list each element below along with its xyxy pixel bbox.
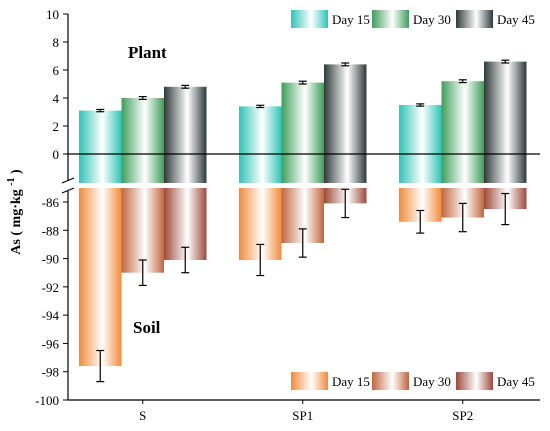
legend-soil-item: Day 30 xyxy=(372,372,451,390)
y-axis-unit: mg·kg xyxy=(9,189,24,227)
legend-plant-label: Day 30 xyxy=(413,12,451,27)
plant-bar xyxy=(79,110,122,183)
y-tick-label: 4 xyxy=(53,91,60,106)
legend-soil-item: Day 45 xyxy=(456,372,535,390)
y-tick-label: 10 xyxy=(46,7,59,22)
legends-group: Day 15 Day 30 Day 45 Day 15 Day 30 Day 45 xyxy=(291,10,535,390)
x-tick-label: S xyxy=(139,408,146,423)
y-tick-label: 6 xyxy=(53,63,60,78)
legend-plant-item: Day 45 xyxy=(456,10,535,28)
y-tick-label: -86 xyxy=(42,195,60,210)
legend-plant-swatch xyxy=(291,10,328,28)
y-tick-label: -92 xyxy=(42,280,59,295)
legend-plant-label: Day 45 xyxy=(497,12,535,27)
y-axis-unit-exponent: -1 xyxy=(6,177,17,185)
y-tick-label: 8 xyxy=(53,35,60,50)
legend-plant-item: Day 15 xyxy=(291,10,370,28)
legend-soil-swatch xyxy=(372,372,409,390)
legend-soil-label: Day 45 xyxy=(497,374,535,389)
plant-bar xyxy=(441,81,484,183)
legend-soil-item: Day 15 xyxy=(291,372,370,390)
legend-plant-item: Day 30 xyxy=(372,10,451,28)
y-tick-label: -100 xyxy=(35,393,59,408)
y-tick-label: -98 xyxy=(42,365,59,380)
legend-soil-swatch xyxy=(291,372,328,390)
plant-bar xyxy=(121,98,164,183)
lower-bars-group xyxy=(79,188,527,367)
plant-bar xyxy=(164,86,207,183)
upper-bars-group xyxy=(79,61,527,183)
legend-plant-swatch xyxy=(456,10,493,28)
legend-soil-label: Day 30 xyxy=(413,374,451,389)
axis-break-mark xyxy=(61,177,75,184)
plant-bar xyxy=(324,64,367,183)
soil-bar xyxy=(79,188,122,367)
y-tick-label: -90 xyxy=(42,252,59,267)
lower-annotation: Soil xyxy=(133,318,161,337)
y-axis-label: As xyxy=(9,239,24,255)
upper-annotation: Plant xyxy=(128,43,167,62)
x-tick-label: SP2 xyxy=(452,408,473,423)
y-tick-label: -88 xyxy=(42,223,59,238)
legend-soil-label: Day 15 xyxy=(332,374,370,389)
soil-bar xyxy=(121,188,164,273)
svg-text:As ( mg·kg: As ( mg·kg -1 ) xyxy=(3,169,24,255)
x-tick-label: SP1 xyxy=(292,408,313,423)
plant-bar xyxy=(239,106,282,183)
y-tick-label: 2 xyxy=(53,119,60,134)
y-tick-label: -96 xyxy=(42,336,60,351)
y-tick-label: -94 xyxy=(42,308,60,323)
y-axis-title: As ( mg·kg -1 ) xyxy=(3,169,24,255)
y-axis-unit-close: ) xyxy=(9,169,24,174)
legend-soil-swatch xyxy=(456,372,493,390)
y-axis-unit-open: ( xyxy=(9,231,24,236)
legend-plant-swatch xyxy=(372,10,409,28)
legend-plant-label: Day 15 xyxy=(332,12,370,27)
plant-bar xyxy=(399,105,442,183)
axes-group: 0 2 4 6 8 10 -100 -98 -96 -94 -92 -90 -88 -86 S SP1 SP2 xyxy=(35,7,540,423)
axis-break-mark xyxy=(61,187,75,194)
plant-bar xyxy=(484,61,527,183)
y-tick-label: 0 xyxy=(53,147,60,162)
plant-bar xyxy=(281,82,324,183)
error-bars-group xyxy=(96,59,510,383)
